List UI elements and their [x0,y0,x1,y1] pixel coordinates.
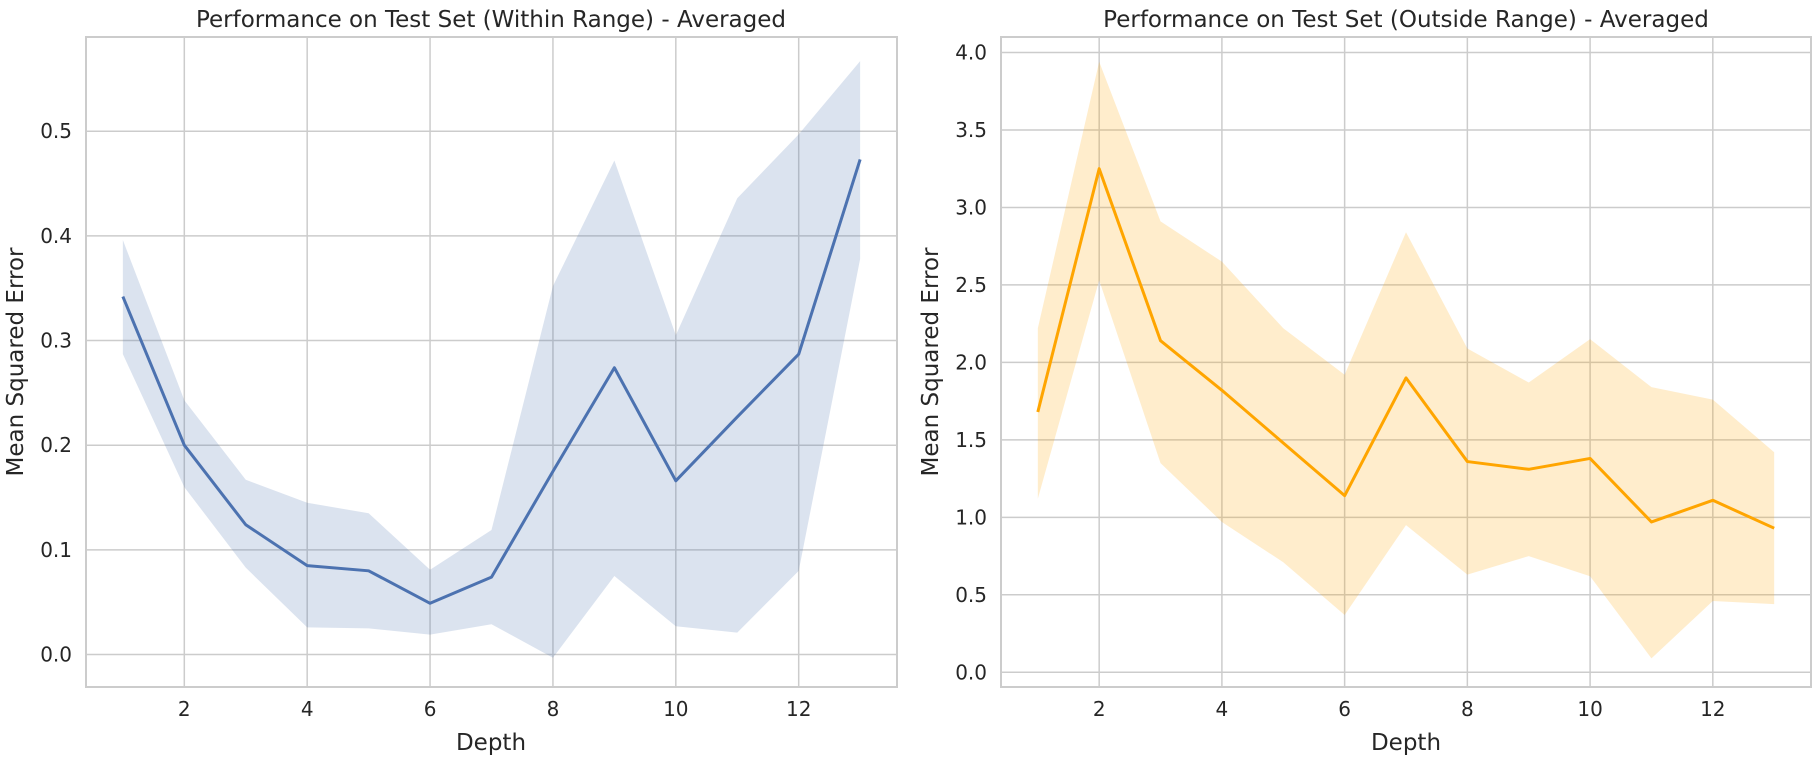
left-data-point [551,469,555,473]
right-y-tick-label: 1.0 [955,505,987,529]
right-plot-frame [1000,36,1812,688]
right-x-tick-label: 6 [1338,697,1351,721]
left-x-axis-label: Depth [456,730,526,756]
right-data-point [1404,376,1408,380]
left-y-tick-label: 0.0 [40,643,72,667]
left-y-tick-label: 0.4 [40,224,72,248]
right-y-axis-label: Mean Squared Error [918,247,944,476]
right-data-point [1711,498,1715,502]
left-plot-frame [85,36,898,688]
left-data-point [490,575,494,579]
right-confidence-band [1037,61,1775,659]
left-x-tick-labels: 2 4 6 8 10 12 [178,697,811,721]
right-data-point [1281,441,1285,445]
left-data-point [735,415,739,419]
right-mean-line [1036,167,1775,530]
right-x-tick-label: 8 [1461,697,1474,721]
right-data-point [1588,456,1592,460]
left-data-point [428,601,432,605]
right-x-axis-label: Depth [1371,730,1441,756]
right-data-point [1527,467,1531,471]
right-x-tick-labels: 2 4 6 8 10 12 [1093,697,1726,721]
left-x-tick-label: 4 [301,697,314,721]
left-data-point [244,523,248,527]
left-gridlines [86,37,897,687]
left-mean-line [121,159,862,605]
right-data-point [1220,388,1224,392]
right-x-tick-label: 2 [1093,697,1106,721]
left-data-point [367,569,371,573]
left-y-tick-label: 0.1 [40,538,72,562]
left-x-tick-label: 6 [424,697,437,721]
left-data-point [612,366,616,370]
right-x-tick-label: 12 [1700,697,1725,721]
left-x-tick-label: 12 [786,697,811,721]
right-y-tick-label: 2.5 [955,273,987,297]
left-data-point [182,443,186,447]
right-y-tick-label: 0.5 [955,583,987,607]
right-data-point [1649,520,1653,524]
left-y-tick-label: 0.2 [40,433,72,457]
left-series-line [121,157,862,605]
left-panel: 2 4 6 8 10 12 0.0 0.1 0.2 0.3 0.4 0.5 Performance … [3,7,898,756]
left-data-point [121,295,125,299]
left-y-tick-label: 0.3 [40,329,72,353]
right-y-tick-label: 3.5 [955,118,987,142]
left-band-area [122,61,861,658]
left-x-tick-label: 8 [547,697,560,721]
left-confidence-band [122,61,861,658]
left-y-axis-label: Mean Squared Error [3,247,29,476]
right-data-point [1465,460,1469,464]
right-y-tick-label: 2.0 [955,350,987,374]
left-data-point [858,157,862,161]
left-chart-title: Performance on Test Set (Within Range) -… [196,7,786,33]
left-y-tick-label: 0.5 [40,119,72,143]
left-data-point [305,564,309,568]
left-x-tick-label: 2 [178,697,191,721]
right-data-point [1159,339,1163,343]
right-y-tick-label: 0.0 [955,660,987,684]
right-data-point [1343,494,1347,498]
right-x-tick-label: 4 [1216,697,1229,721]
right-y-tick-labels: 0.0 0.5 1.0 1.5 2.0 2.5 3.0 3.5 4.0 [955,40,987,684]
right-y-tick-label: 4.0 [955,40,987,64]
right-panel: 2 4 6 8 10 12 0.0 0.5 1.0 1.5 2.0 2.5 3.0 3.5 4.0 Per… [918,7,1812,756]
left-data-point [674,479,678,483]
left-y-tick-labels: 0.0 0.1 0.2 0.3 0.4 0.5 [40,119,72,666]
right-y-tick-label: 1.5 [955,428,987,452]
left-x-tick-label: 10 [663,697,688,721]
right-series-line [1036,167,1776,530]
right-data-point [1097,167,1101,171]
right-data-point [1036,410,1040,414]
right-x-tick-label: 10 [1577,697,1602,721]
right-y-tick-label: 3.0 [955,195,987,219]
left-data-point [797,352,801,356]
right-band-area [1037,61,1775,659]
right-chart-title: Performance on Test Set (Outside Range) … [1103,7,1709,33]
right-gridlines [1001,37,1811,687]
right-data-point [1772,526,1776,530]
